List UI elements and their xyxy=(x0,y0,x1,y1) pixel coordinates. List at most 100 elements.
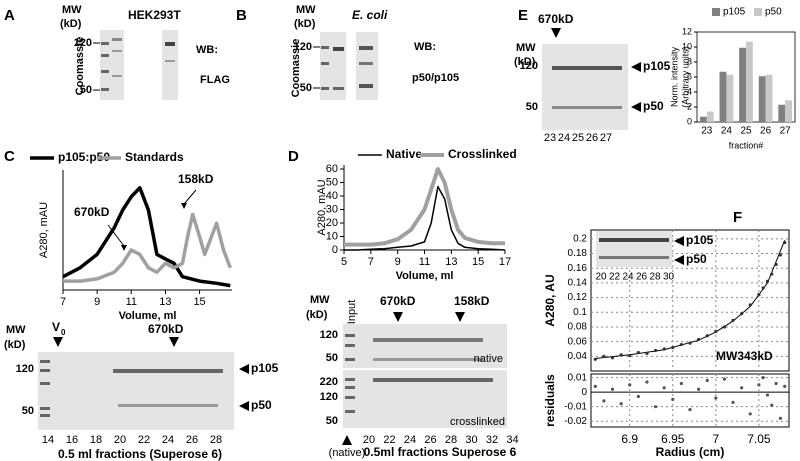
y-tick-label: 0.2 xyxy=(573,233,587,244)
x-tick-label: 9 xyxy=(395,256,401,268)
gel-band xyxy=(101,70,109,73)
residual-point xyxy=(679,381,683,386)
x-tick-label: 25 xyxy=(740,126,752,137)
lane-label: 27 xyxy=(600,132,612,144)
panel-label: C xyxy=(4,148,15,165)
residual-point xyxy=(697,387,701,391)
legend-label: Native xyxy=(386,147,422,161)
x-tick-label: 13 xyxy=(159,296,171,308)
x-tick-label: 9 xyxy=(94,296,100,308)
label: 0.5ml fractions Superose 6 xyxy=(364,445,517,459)
y-tick-label: 10 xyxy=(326,230,338,242)
panel-label: E xyxy=(518,7,528,24)
residual-point xyxy=(662,386,666,390)
label: 50 xyxy=(300,82,312,94)
x-tick-label: 7.05 xyxy=(747,432,771,446)
lane-label: 23 xyxy=(544,132,556,144)
x-axis-label: Volume, ml xyxy=(119,310,177,322)
gel-band xyxy=(345,396,355,399)
gel xyxy=(38,352,234,430)
data-point xyxy=(636,351,640,355)
arrowhead xyxy=(239,364,249,374)
series-line xyxy=(344,185,506,251)
label: p105 xyxy=(643,59,671,73)
lane-label: 16 xyxy=(66,434,78,446)
y-axis-label: A280, mAU xyxy=(38,202,50,258)
data-point xyxy=(697,337,701,342)
y-axis-label: A280, AU xyxy=(543,274,557,326)
label: (kD) xyxy=(4,339,26,351)
gel-band xyxy=(40,360,50,363)
lane-label: 26 xyxy=(636,272,648,283)
residual-point xyxy=(731,400,735,404)
plot-frame xyxy=(590,373,790,428)
residual-point xyxy=(619,402,623,406)
gel-band xyxy=(165,60,175,62)
bar xyxy=(699,116,707,122)
label: p50 xyxy=(686,252,707,266)
residual-point xyxy=(688,407,692,412)
annotation: MW343kD xyxy=(716,349,773,363)
label: Coomassie xyxy=(290,39,302,98)
gel-band xyxy=(359,84,373,88)
y-tick-label: 0.01 xyxy=(568,372,588,383)
data-point xyxy=(722,325,727,329)
plot-frame xyxy=(590,229,790,372)
label: WB: xyxy=(414,41,436,53)
y-axis-label: A280, mAU xyxy=(316,179,328,235)
y-tick-label: 60 xyxy=(326,163,338,175)
arrowhead xyxy=(631,62,641,72)
annotation-arrow xyxy=(107,224,125,247)
label: (native) xyxy=(329,447,366,459)
arrowhead xyxy=(455,312,465,322)
arrowhead xyxy=(181,203,187,209)
label: 0.5 ml fractions (Superose 6) xyxy=(58,447,222,461)
data-point xyxy=(628,353,632,358)
data-point xyxy=(765,279,770,284)
label: p105 xyxy=(251,361,279,375)
bar xyxy=(778,104,786,122)
y-tick-label: 6 xyxy=(687,71,692,81)
data-point xyxy=(679,342,683,347)
label: (kD) xyxy=(514,56,536,68)
label: HEK293T xyxy=(128,8,181,22)
lane-label: 28 xyxy=(649,272,661,283)
annotation: 670kD xyxy=(74,205,110,219)
residual-point xyxy=(671,397,675,402)
y-tick-label: 10 xyxy=(682,41,692,51)
residual-point xyxy=(765,393,770,397)
x-axis-label: fraction# xyxy=(729,140,764,150)
data-point xyxy=(619,353,623,357)
gel xyxy=(542,44,628,130)
x-tick-label: 23 xyxy=(701,126,713,137)
gel-band xyxy=(40,369,50,372)
x-tick-label: 7 xyxy=(712,432,719,446)
label: 670kD xyxy=(380,294,416,308)
label: 50 xyxy=(80,84,92,96)
data-point xyxy=(653,348,658,353)
lane-label: 24 xyxy=(622,272,634,283)
data-point xyxy=(705,334,709,338)
data-point xyxy=(688,341,692,345)
x-tick-label: 5 xyxy=(341,256,347,268)
y-tick-label: 0.08 xyxy=(568,322,588,333)
data-point xyxy=(774,262,778,267)
gel-band xyxy=(345,334,355,337)
y-tick-label: 0.04 xyxy=(568,351,588,362)
gel xyxy=(356,32,378,100)
lane-label: 26 xyxy=(586,132,598,144)
y-axis-label: (Arbitrary units) xyxy=(680,46,690,108)
label: MW xyxy=(310,294,330,306)
y-tick-label: -0.02 xyxy=(564,416,587,427)
gel-band xyxy=(345,386,355,389)
lane-label: 20 xyxy=(363,434,375,446)
x-tick-label: 15 xyxy=(472,256,484,268)
label: V xyxy=(52,320,60,334)
data-point xyxy=(602,354,606,358)
gel-band xyxy=(321,87,329,90)
y-tick-label: 0 xyxy=(581,387,587,398)
gel-band xyxy=(359,62,373,65)
gel-band xyxy=(552,66,622,70)
gel-band xyxy=(40,407,50,410)
legend-label: p105:p50 xyxy=(58,150,110,164)
